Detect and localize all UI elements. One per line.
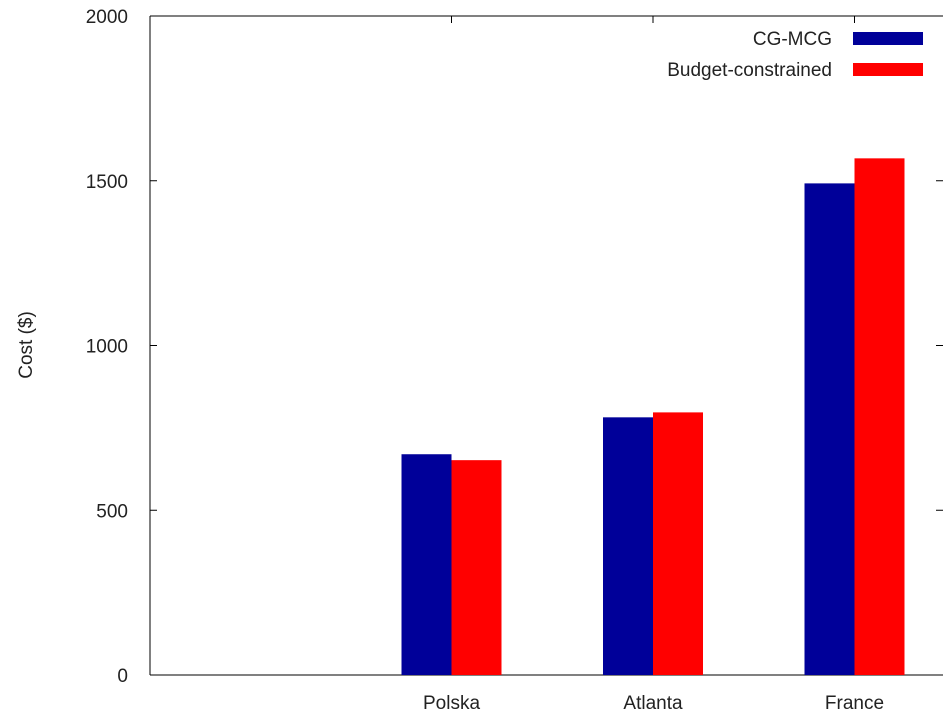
legend-label: CG-MCG [753, 29, 832, 50]
legend-swatch [853, 63, 923, 76]
y-tick-label: 500 [96, 501, 128, 522]
x-tick-label-atlanta: Atlanta [623, 693, 683, 714]
y-axis-label: Cost ($) [16, 311, 37, 379]
x-tick-label-polska: Polska [423, 693, 480, 714]
legend-label: Budget-constrained [667, 60, 832, 81]
bars [401, 158, 905, 676]
bar-cg-mcg-polska [401, 454, 452, 675]
legend-swatch [853, 32, 923, 45]
bar-budget-constrained-polska [451, 460, 502, 675]
legend: CG-MCG Budget-constrained [667, 29, 923, 81]
x-tick-label-france: France [825, 693, 884, 714]
bar-cg-mcg-atlanta [603, 417, 653, 675]
bar-cg-mcg-france [804, 183, 855, 676]
y-ticks: 0 500 1000 1500 2000 [86, 7, 943, 687]
x-ticks: Polska Atlanta France [423, 16, 884, 714]
y-tick-label: 1000 [86, 337, 128, 358]
y-tick-label: 1500 [86, 172, 128, 193]
bar-budget-constrained-france [854, 158, 905, 675]
bar-budget-constrained-atlanta [653, 412, 703, 675]
y-tick-label: 2000 [86, 7, 128, 28]
y-tick-label: 0 [117, 666, 128, 687]
